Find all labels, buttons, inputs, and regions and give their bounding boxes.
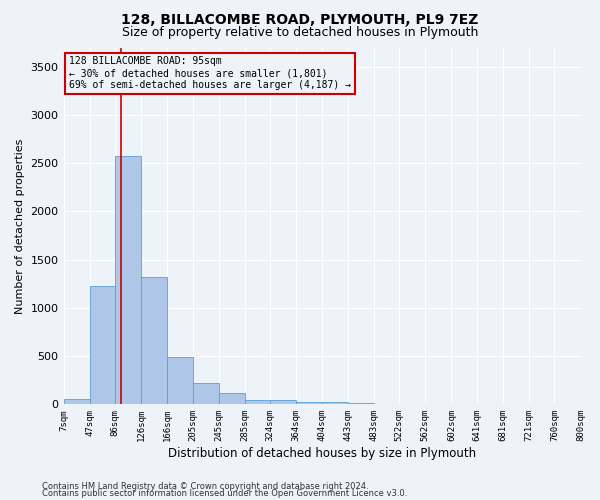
Bar: [296, 402, 322, 404]
Text: Contains HM Land Registry data © Crown copyright and database right 2024.: Contains HM Land Registry data © Crown c…: [42, 482, 368, 491]
Bar: [270, 400, 296, 404]
Bar: [218, 393, 245, 404]
Bar: [245, 400, 270, 404]
Bar: [115, 156, 141, 404]
Text: Size of property relative to detached houses in Plymouth: Size of property relative to detached ho…: [122, 26, 478, 39]
Bar: [141, 277, 167, 404]
Bar: [193, 383, 218, 404]
Bar: [89, 286, 115, 405]
Bar: [64, 399, 89, 404]
Bar: [167, 357, 193, 405]
Text: 128 BILLACOMBE ROAD: 95sqm
← 30% of detached houses are smaller (1,801)
69% of s: 128 BILLACOMBE ROAD: 95sqm ← 30% of deta…: [69, 56, 351, 90]
Bar: [322, 402, 348, 404]
X-axis label: Distribution of detached houses by size in Plymouth: Distribution of detached houses by size …: [168, 447, 476, 460]
Text: Contains public sector information licensed under the Open Government Licence v3: Contains public sector information licen…: [42, 490, 407, 498]
Text: 128, BILLACOMBE ROAD, PLYMOUTH, PL9 7EZ: 128, BILLACOMBE ROAD, PLYMOUTH, PL9 7EZ: [121, 12, 479, 26]
Y-axis label: Number of detached properties: Number of detached properties: [15, 138, 25, 314]
